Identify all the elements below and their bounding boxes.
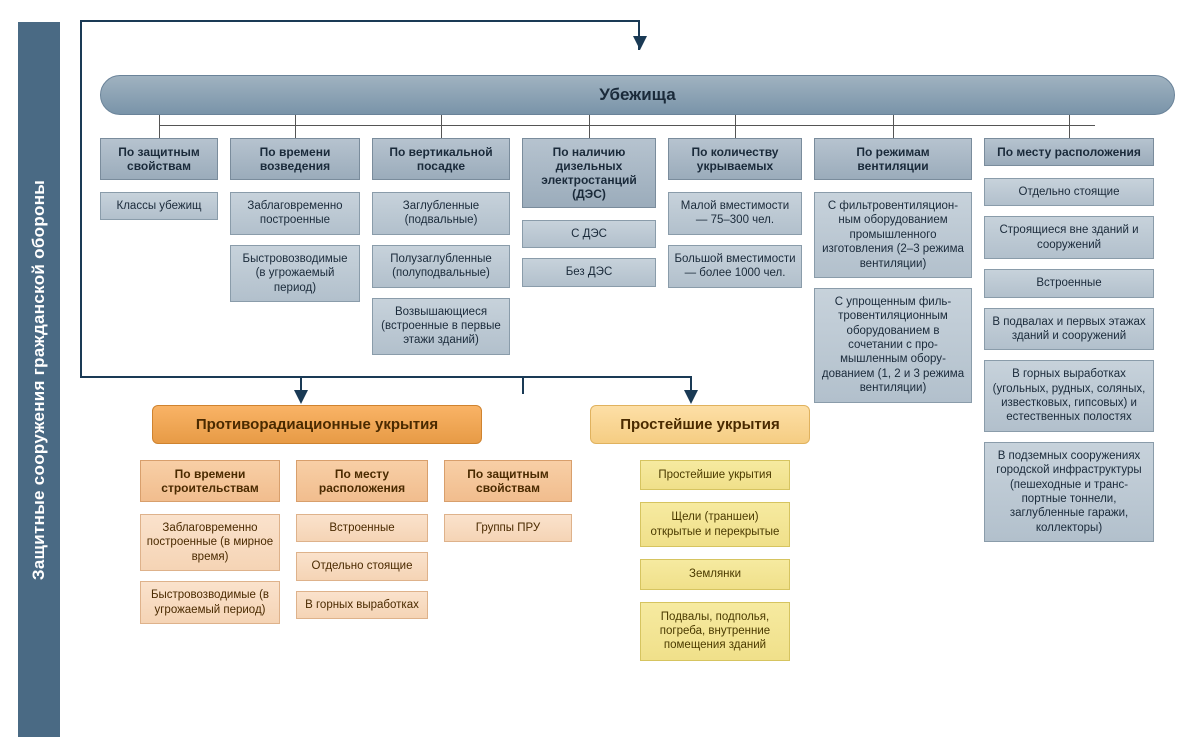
col-item: Заглубленные (подвальные) bbox=[372, 192, 510, 235]
tick bbox=[589, 115, 590, 125]
pru-col-item: Встроенные bbox=[296, 514, 428, 542]
sidebar: Защитные сооружения гражданской обороны bbox=[18, 22, 60, 737]
simple-item: Землянки bbox=[640, 559, 790, 589]
pru-column-0: По времени строительствам Заблаговременно… bbox=[140, 460, 280, 634]
tick bbox=[159, 115, 160, 125]
simple-column: Простейшие укрытия Щели (траншеи) открыты… bbox=[640, 460, 790, 673]
frame-top bbox=[80, 20, 640, 55]
col-item: Без ДЭС bbox=[522, 258, 656, 286]
col-item: С фильтровентиляцион­ным оборудовани­ем … bbox=[814, 192, 972, 278]
header-pru-label: Противорадиационные укрытия bbox=[196, 416, 438, 433]
column-6: По месту расположения Отдельно стоящие Стр… bbox=[984, 138, 1154, 552]
pru-column-2: По защитным свойствам Группы ПРУ bbox=[444, 460, 572, 552]
pru-col-item: Отдельно стоящие bbox=[296, 552, 428, 580]
tick bbox=[735, 115, 736, 125]
split-h bbox=[80, 376, 524, 378]
column-5: По режимам вентиляции С фильтровентиляцио… bbox=[814, 138, 972, 413]
simple-item: Подвалы, подполья, погреба, внутренние п… bbox=[640, 602, 790, 661]
col-head: По вертикальной посадке bbox=[372, 138, 510, 180]
col-item: Большой вместимости — более 1000 чел. bbox=[668, 245, 802, 288]
pru-col-item: Группы ПРУ bbox=[444, 514, 572, 542]
col-item: В горных выработках (угольных, рудных, с… bbox=[984, 360, 1154, 432]
header-pru: Противорадиационные укрытия bbox=[152, 405, 482, 444]
pru-column-1: По месту расположения Встроенные Отдельно … bbox=[296, 460, 428, 629]
column-4: По количеству укрываемых Малой вместимост… bbox=[668, 138, 802, 298]
col-item: Малой вместимости — 75–300 чел. bbox=[668, 192, 802, 235]
col-item: Строящиеся вне зда­ний и сооружений bbox=[984, 216, 1154, 259]
header-simple-label: Простейшие укрытия bbox=[620, 416, 780, 433]
col-head: По защитным свойствам bbox=[100, 138, 218, 180]
pru-col-item: В горных выработках bbox=[296, 591, 428, 619]
tick bbox=[295, 115, 296, 125]
col-head: По наличию дизельных электростанций (ДЭС… bbox=[522, 138, 656, 208]
col-item: Возвышающиеся (встроенные в пер­вые этаж… bbox=[372, 298, 510, 355]
split-v-mid bbox=[522, 376, 524, 394]
col-head: По месту расположения bbox=[984, 138, 1154, 166]
simple-item: Щели (траншеи) открытые и перекрытые bbox=[640, 502, 790, 547]
column-3: По наличию дизельных электростанций (ДЭС… bbox=[522, 138, 656, 297]
col-item: Отдельно стоящие bbox=[984, 178, 1154, 206]
pru-col-head: По защитным свойствам bbox=[444, 460, 572, 502]
col-head: По режимам вентиляции bbox=[814, 138, 972, 180]
arrowhead-simple bbox=[684, 390, 698, 404]
split-h-right bbox=[522, 376, 692, 378]
sidebar-title: Защитные сооружения гражданской обороны bbox=[29, 179, 49, 579]
tick bbox=[441, 115, 442, 125]
hbar-under-main bbox=[159, 125, 1095, 126]
col-item: Быстровозводимые (в угрожаемый период) bbox=[230, 245, 360, 302]
col-item: В подземных соору­жениях городской инфра… bbox=[984, 442, 1154, 542]
column-0: По защитным свойствам Классы убежищ bbox=[100, 138, 218, 230]
col-item: Классы убежищ bbox=[100, 192, 218, 220]
arrowhead-main bbox=[633, 36, 647, 50]
col-head: По времени возведения bbox=[230, 138, 360, 180]
pru-col-head: По времени строительствам bbox=[140, 460, 280, 502]
col-item: С упрощенным филь­тровентиляционным обор… bbox=[814, 288, 972, 403]
tick bbox=[893, 115, 894, 125]
header-simple: Простейшие укрытия bbox=[590, 405, 810, 444]
col-item: Заблаговременно построенные bbox=[230, 192, 360, 235]
col-item: Встроенные bbox=[984, 269, 1154, 297]
simple-item: Простейшие укрытия bbox=[640, 460, 790, 490]
column-2: По вертикальной посадке Заглубленные (под… bbox=[372, 138, 510, 365]
col-head: По количеству укрываемых bbox=[668, 138, 802, 180]
pru-col-item: Быстровозводимые (в угрожаемый период) bbox=[140, 581, 280, 624]
main-title: Убежища bbox=[599, 85, 675, 105]
tick bbox=[1069, 115, 1070, 125]
column-1: По времени возведения Заблаговременно пос… bbox=[230, 138, 360, 312]
arrowhead-pru bbox=[294, 390, 308, 404]
col-item: С ДЭС bbox=[522, 220, 656, 248]
frame-left bbox=[80, 20, 82, 378]
col-item: В подвалах и первых этажах зданий и соор… bbox=[984, 308, 1154, 351]
col-item: Полузаглубленные (полуподвальные) bbox=[372, 245, 510, 288]
pru-col-head: По месту расположения bbox=[296, 460, 428, 502]
pru-col-item: Заблаговременно построенные (в мирное вр… bbox=[140, 514, 280, 571]
main-header: Убежища bbox=[100, 75, 1175, 115]
